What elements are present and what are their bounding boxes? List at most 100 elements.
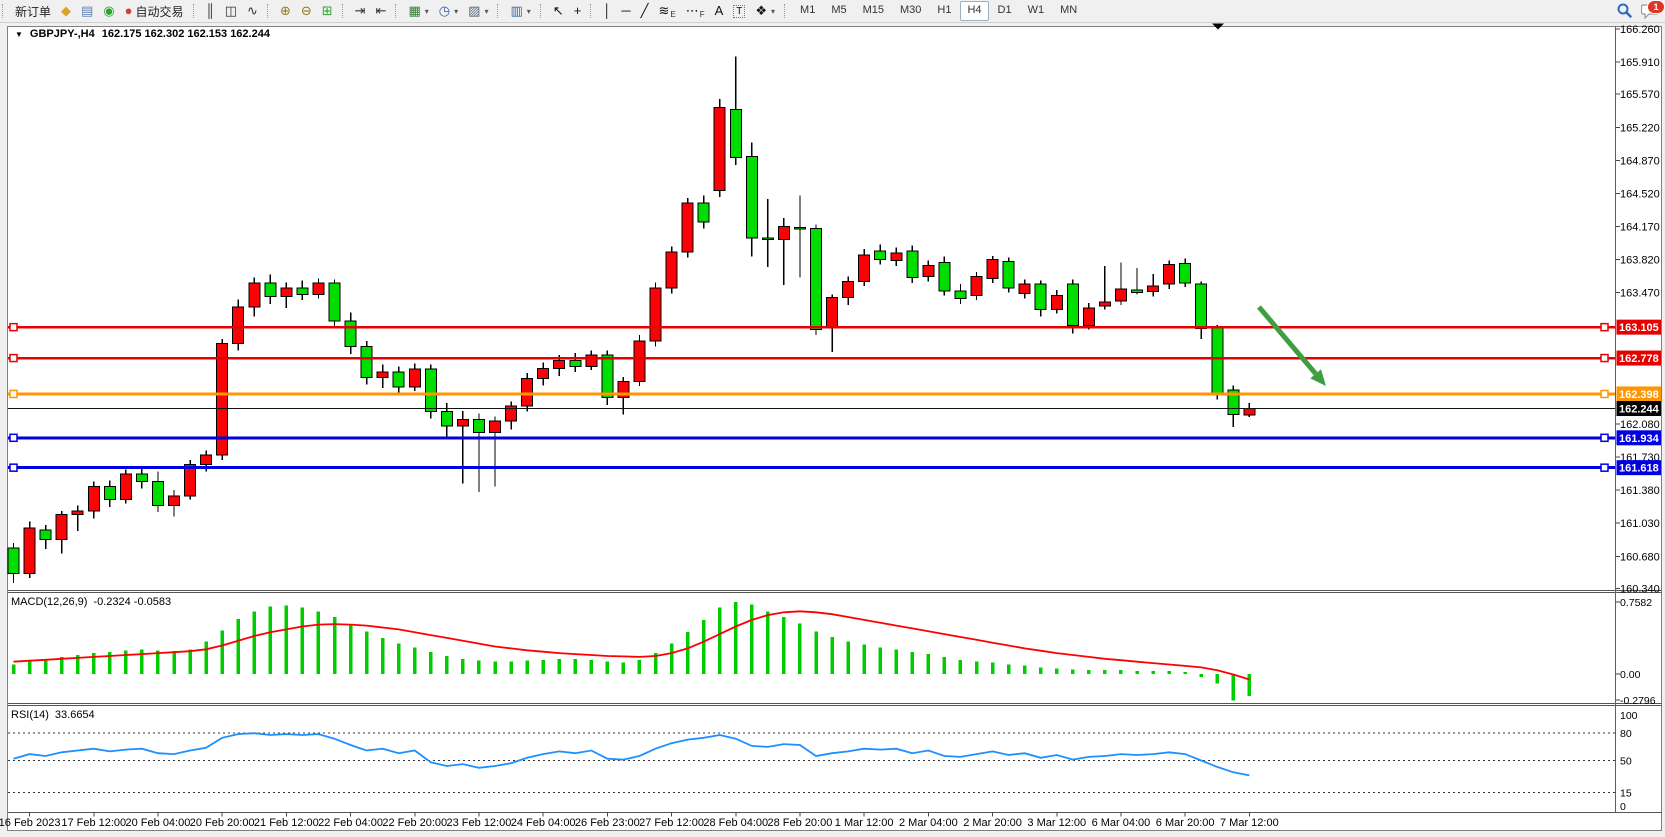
new-chart-button[interactable]: ◆	[56, 1, 76, 21]
candle-body	[1034, 283, 1047, 311]
dropdown-arrow-icon[interactable]: ▾	[424, 6, 429, 16]
period-button[interactable]: ◷ ▾	[434, 1, 463, 21]
bar-chart-button[interactable]: ║	[201, 1, 220, 21]
pivot-line-left-handle[interactable]	[9, 389, 18, 399]
resistance-line-2-right-handle[interactable]	[1600, 353, 1609, 363]
dropdown-arrow-icon[interactable]: ▾	[454, 6, 459, 16]
cursor-button[interactable]: ↖	[548, 1, 569, 21]
scroll-position-marker[interactable]	[1212, 23, 1224, 30]
timeframe-button-w1[interactable]: W1	[1027, 4, 1045, 16]
time-tick-label: 27 Feb 12:00	[639, 817, 704, 829]
search-icon[interactable]	[1615, 2, 1633, 20]
candle-chart-icon: ◫	[224, 3, 238, 18]
candle-body	[55, 514, 68, 540]
trendline-button[interactable]: ╱	[636, 1, 654, 21]
candle-body	[135, 473, 148, 483]
channel-button[interactable]: ≋ E	[653, 1, 680, 21]
text-icon: A	[714, 3, 724, 18]
chart-image-button[interactable]: ▨ ▾	[463, 1, 493, 21]
zoom-out-button[interactable]: ⊖	[296, 1, 317, 21]
chart-shift-button[interactable]: ⇤	[371, 1, 392, 21]
sell-arrow-head[interactable]	[1310, 369, 1326, 386]
dropdown-arrow-icon[interactable]: ▾	[771, 6, 776, 16]
tile-windows-icon: ⊞	[321, 3, 333, 18]
crosshair-button[interactable]: +	[569, 1, 587, 21]
support-line-1-right-handle[interactable]	[1600, 433, 1609, 443]
macd-axis-label: -0.2796	[1620, 695, 1656, 707]
text-button[interactable]: A	[710, 1, 729, 21]
vertical-line-button[interactable]: │	[598, 1, 616, 21]
fibonacci-button[interactable]: ⋯ F	[681, 1, 710, 21]
candle-body	[456, 418, 469, 427]
resistance-line-2-left-handle[interactable]	[9, 353, 18, 363]
profile-button[interactable]: ▤	[76, 1, 98, 21]
price-axis: 166.260 165.910 165.570 165.220 164.870 164.5…	[1616, 24, 1660, 595]
timeframe-button-m1[interactable]: M1	[800, 4, 816, 16]
timeframe-toolbar: M1 M5 M15 M30 H1 H4 D1 W1 MN	[782, 0, 1087, 22]
current-price-line-badge	[1616, 401, 1661, 417]
sell-arrow[interactable]	[1257, 305, 1318, 376]
template-button[interactable]: ▥ ▾	[505, 1, 535, 21]
dropdown-arrow-icon[interactable]: ▾	[484, 6, 489, 16]
chat-icon[interactable]: 1	[1640, 0, 1665, 20]
auto-scroll-button[interactable]: ⇥	[350, 1, 371, 21]
zoom-in-button[interactable]: ⊕	[275, 1, 296, 21]
candle-body	[1243, 408, 1256, 416]
candle-body	[1163, 263, 1176, 285]
symbol-collapse-icon[interactable]: ▼	[15, 29, 23, 39]
candle-body	[216, 343, 229, 456]
timeframe-button-h1[interactable]: H1	[937, 4, 952, 16]
chat-badge: 1	[1647, 0, 1665, 14]
timeframe-button-m30[interactable]: M30	[900, 4, 922, 16]
rsi-layer: 80 50 15 100 0	[8, 710, 1638, 813]
pivot-line-right-handle[interactable]	[1600, 389, 1609, 399]
text-label-button[interactable]: T	[728, 1, 750, 21]
timeframe-button-h4[interactable]: H4	[960, 1, 989, 21]
price-tick-label: 163.470	[1620, 288, 1660, 300]
candle-body	[1131, 289, 1143, 294]
rsi-level-label: 80	[1620, 728, 1632, 740]
candle-chart-button[interactable]: ◫	[220, 1, 242, 21]
macd-panel-label: MACD(12,26,9) -0.2324 -0.0583	[11, 596, 171, 608]
horizontal-line-button[interactable]: ─	[616, 1, 635, 21]
candle-body	[681, 202, 694, 253]
toolbar-right: 1	[1615, 0, 1665, 22]
support-line-2-right-handle[interactable]	[1600, 463, 1609, 472]
arrows-button[interactable]: ❖ ▾	[750, 1, 780, 21]
dropdown-arrow-icon[interactable]: ▾	[526, 6, 531, 16]
candle-body	[200, 454, 213, 466]
rsi-line	[13, 732, 1250, 777]
line-chart-button[interactable]: ∿	[242, 1, 263, 21]
new-order-button[interactable]: 新订单	[10, 1, 56, 21]
resistance-line-1-right-handle[interactable]	[1600, 322, 1609, 332]
add-indicator-button[interactable]: ▦ ▾	[403, 1, 433, 21]
time-tick-label: 26 Feb 23:00	[575, 817, 640, 829]
timeframe-button-m5[interactable]: M5	[831, 4, 847, 16]
resistance-line-1-left-handle[interactable]	[9, 322, 18, 332]
broadcast-button[interactable]: ◉	[98, 1, 119, 21]
time-axis[interactable]: 16 Feb 2023 17 Feb 12:00 20 Feb 04:00 20 Fe…	[0, 812, 1279, 830]
candle-body	[938, 261, 951, 292]
candle-body	[777, 226, 790, 241]
auto-scroll-icon: ⇥	[354, 3, 366, 18]
candle-body	[761, 237, 774, 241]
timeframe-button-m15[interactable]: M15	[862, 4, 885, 16]
toolbar-group-trade: 新订单 ◆ ▤ ◉ ● 自动交易	[0, 0, 191, 22]
price-tick-label: 163.820	[1620, 255, 1660, 267]
support-line-1-left-handle[interactable]	[9, 433, 18, 443]
support-line-2-left-handle[interactable]	[9, 463, 18, 472]
chart-symbol-period: GBPJPY-,H4	[29, 28, 95, 40]
timeframe-button-d1[interactable]: D1	[997, 4, 1012, 16]
arrows-icon: ❖	[755, 3, 768, 18]
candle-body	[745, 156, 758, 239]
candle-body	[569, 360, 582, 367]
channel-icon: ≋	[658, 3, 670, 18]
chart-window	[7, 26, 1662, 831]
support-line-2-badge	[1616, 460, 1661, 476]
timeframe-button-mn[interactable]: MN	[1060, 4, 1078, 16]
chart-canvas[interactable]: 166.260 165.910 165.570 165.220 164.870 164.5…	[0, 22, 1665, 837]
candle-body	[312, 282, 325, 296]
tile-windows-button[interactable]: ⊞	[317, 1, 338, 21]
candle-body	[39, 529, 52, 540]
auto-trading-button[interactable]: ● 自动交易	[120, 1, 189, 21]
